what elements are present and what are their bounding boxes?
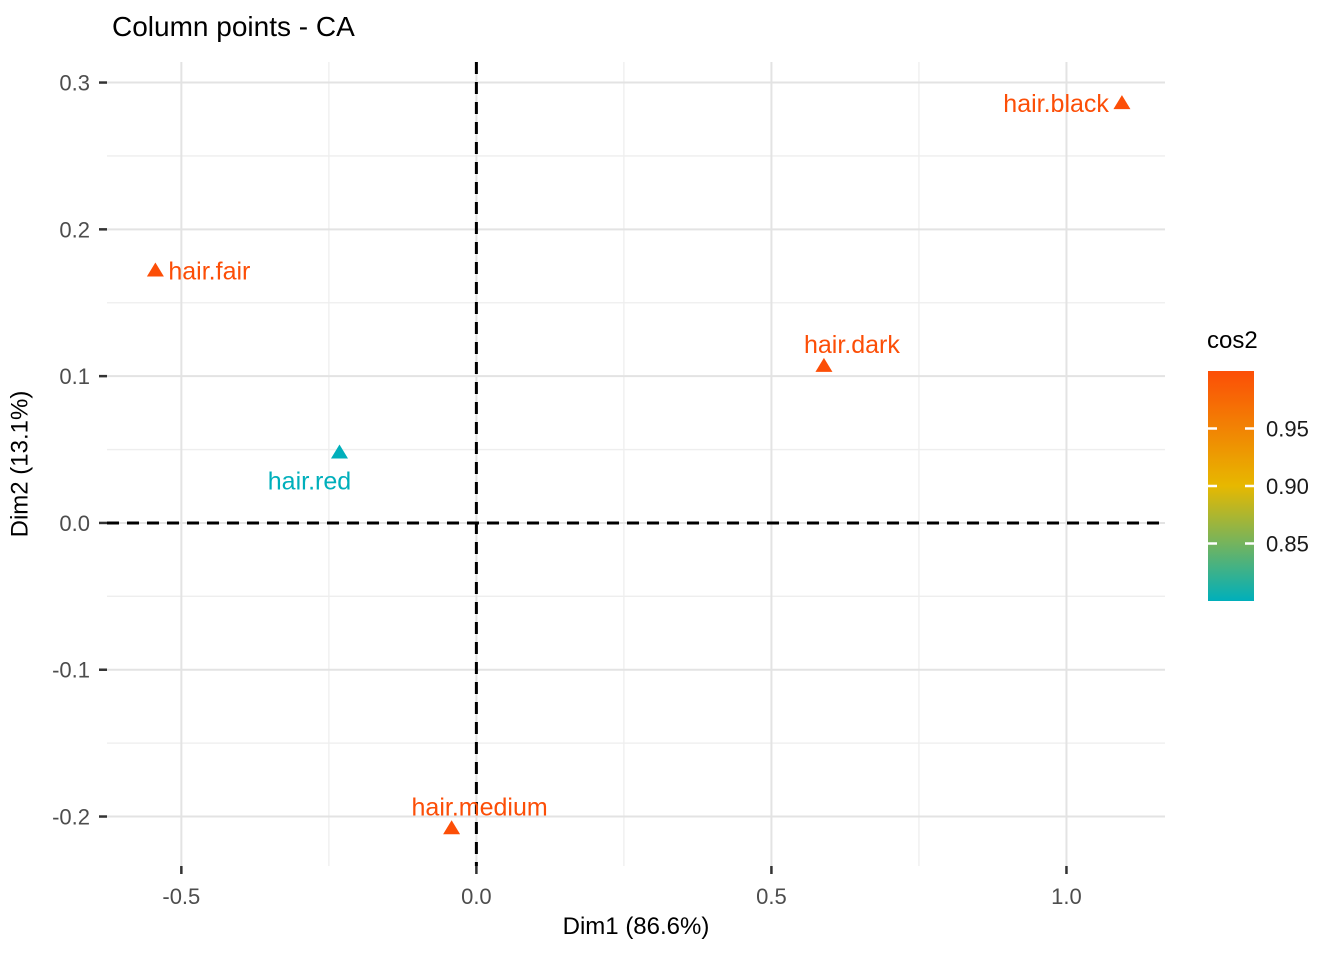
x-tick-label: 1.0 (1051, 884, 1082, 909)
point-label-hair.fair: hair.fair (168, 257, 250, 285)
point-label-hair.black: hair.black (1003, 90, 1109, 118)
plot-title: Column points - CA (112, 11, 355, 42)
x-tick-label: 0.5 (756, 884, 787, 909)
point-label-hair.dark: hair.dark (804, 331, 900, 359)
legend-tick-label: 0.95 (1266, 417, 1309, 442)
legend-tick-label: 0.85 (1266, 532, 1309, 557)
y-tick-label: 0.3 (59, 71, 90, 96)
y-tick-label: 0.0 (59, 511, 90, 536)
x-tick-label: 0.0 (461, 884, 492, 909)
point-label-hair.red: hair.red (268, 467, 351, 495)
legend-tick-label: 0.90 (1266, 474, 1309, 499)
y-tick-label: -0.2 (52, 805, 90, 830)
y-tick-label: 0.1 (59, 364, 90, 389)
x-axis-title: Dim1 (86.6%) (562, 913, 710, 940)
y-axis-title: Dim2 (13.1%) (6, 390, 33, 538)
y-tick-label: 0.2 (59, 217, 90, 242)
legend-title: cos2 (1207, 327, 1258, 354)
x-tick-label: -0.5 (162, 884, 200, 909)
y-tick-label: -0.1 (52, 658, 90, 683)
point-marker-hair.black (1113, 95, 1131, 110)
y-axis-title-container: Dim2 (13.1%) (0, 62, 42, 866)
plot-panel (107, 62, 1165, 866)
point-marker-hair.fair (146, 262, 164, 277)
point-marker-hair.dark (815, 357, 833, 372)
point-label-hair.medium: hair.medium (412, 793, 548, 821)
point-marker-hair.red (330, 444, 348, 459)
point-marker-hair.medium (443, 820, 461, 835)
